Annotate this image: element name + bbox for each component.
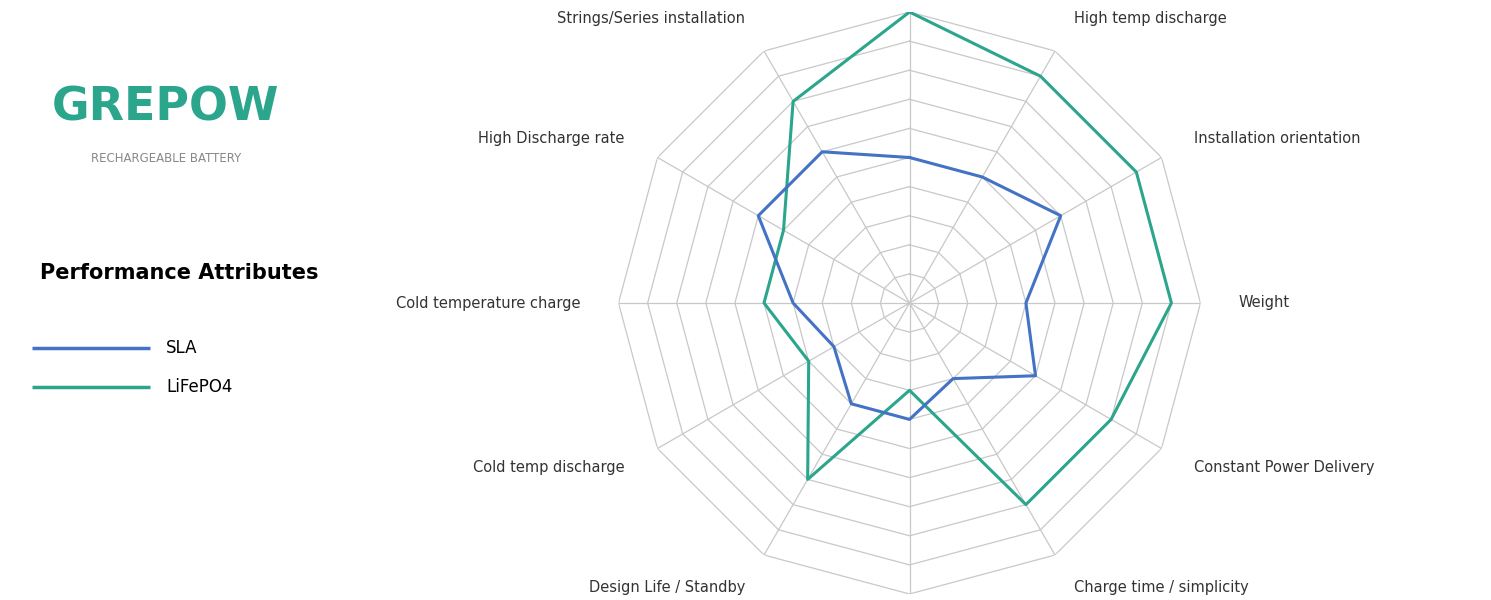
Text: Cold temperature charge: Cold temperature charge bbox=[397, 296, 580, 311]
Text: Design Life / Standby: Design Life / Standby bbox=[589, 580, 746, 595]
Text: RECHARGEABLE BATTERY: RECHARGEABLE BATTERY bbox=[91, 152, 242, 166]
Text: Constant Power Delivery: Constant Power Delivery bbox=[1194, 460, 1375, 475]
Text: Performance Attributes: Performance Attributes bbox=[40, 263, 318, 283]
Text: Installation orientation: Installation orientation bbox=[1194, 131, 1361, 146]
Text: SLA: SLA bbox=[166, 339, 197, 357]
Text: GREPOW: GREPOW bbox=[52, 85, 280, 131]
Text: High temp discharge: High temp discharge bbox=[1074, 11, 1227, 26]
Text: LiFePO4: LiFePO4 bbox=[166, 378, 233, 396]
Text: Charge time / simplicity: Charge time / simplicity bbox=[1074, 580, 1248, 595]
Text: Cold temp discharge: Cold temp discharge bbox=[473, 460, 625, 475]
Text: High Discharge rate: High Discharge rate bbox=[479, 131, 625, 146]
Text: Strings/Series installation: Strings/Series installation bbox=[558, 11, 746, 26]
Text: Weight: Weight bbox=[1239, 295, 1290, 311]
